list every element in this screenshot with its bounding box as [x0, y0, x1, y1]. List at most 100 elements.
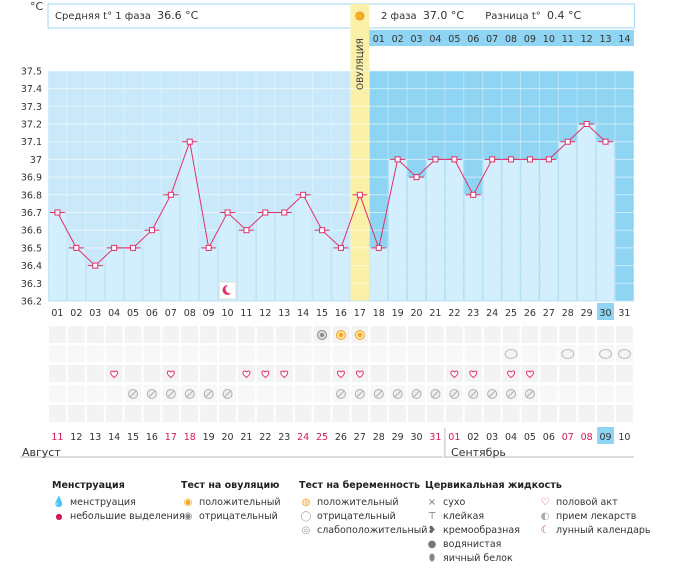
- symbol-cell: [200, 345, 218, 362]
- cycle-day-number: 18: [373, 308, 385, 319]
- symbol-cell: [124, 345, 142, 362]
- temperature-bar: [237, 229, 256, 302]
- y-tick-label: 37: [30, 155, 42, 166]
- calendar-date: 30: [411, 432, 423, 443]
- symbol-cell: [578, 405, 596, 422]
- calendar-date: 06: [543, 432, 555, 443]
- symbol-cell: [86, 345, 104, 362]
- diff-label: Разница t°: [485, 11, 541, 22]
- temperature-point: [167, 191, 174, 198]
- symbol-cell: [370, 326, 388, 343]
- heart-icon: [450, 370, 459, 379]
- heart-icon: [242, 370, 251, 379]
- symbol-cell: [238, 405, 255, 422]
- symbol-cell: [181, 365, 199, 382]
- symbol-cell: [124, 326, 142, 343]
- symbol-cell: [105, 385, 123, 402]
- heart-icon: ♡: [540, 497, 550, 508]
- cycle-day-number: 13: [278, 308, 290, 319]
- symbol-cell: [540, 385, 558, 402]
- pill-stripe: [450, 390, 458, 398]
- cycle-day-number: 04: [108, 308, 120, 319]
- symbol-cell: [502, 326, 520, 343]
- symbol-cell: [559, 365, 577, 382]
- y-tick-label: 37.2: [21, 120, 42, 131]
- pill-stripe: [205, 390, 213, 398]
- pill-stripe: [469, 390, 477, 398]
- symbol-cell: [483, 345, 501, 362]
- phase2-label: 2 фаза: [381, 11, 417, 22]
- symbol-cell: [616, 326, 633, 343]
- phase1-summary: Средняя t° 1 фаза 36.6 °C: [55, 9, 198, 22]
- symbol-cell: [294, 326, 312, 343]
- ovulation-label: ОВУЛЯЦИЯ: [356, 38, 366, 90]
- symbol-cell: [67, 326, 85, 343]
- phase2-day-number: 09: [524, 34, 536, 45]
- heart-icon: [337, 370, 345, 379]
- y-tick-label: 36.5: [21, 243, 42, 254]
- heart-icon: [355, 370, 364, 379]
- legend-title-cervical: Цервикальная жидкость: [425, 480, 562, 491]
- legend-item: лунный календарь: [556, 525, 651, 536]
- ovulation-test-positive-dot: [338, 332, 344, 338]
- temperature-point: [375, 244, 382, 251]
- temperature-point: [92, 262, 99, 269]
- symbol-cell: [445, 326, 463, 343]
- phase2-day-band: [369, 30, 634, 46]
- legend-menstruation: Менструация 💧 менструация ● небольшие выде…: [52, 480, 185, 524]
- symbol-cell: [616, 365, 633, 382]
- small-drop-icon: ●: [55, 512, 63, 521]
- phase2-day-number: 10: [543, 34, 555, 45]
- calendar-date: 27: [354, 432, 366, 443]
- temperature-bar: [199, 247, 218, 302]
- symbol-cell: [219, 345, 236, 362]
- symbol-cell: [464, 345, 482, 362]
- symbol-cell: [86, 326, 104, 343]
- temperature-bar: [48, 212, 67, 302]
- legend-item: положительный: [317, 497, 399, 508]
- temperature-point: [508, 156, 515, 163]
- temperature-point: [262, 209, 269, 216]
- symbol-cell: [49, 365, 66, 382]
- month-start-label: Август: [22, 446, 61, 459]
- cycle-day-number: 23: [467, 308, 479, 319]
- symbol-cell: [370, 405, 388, 422]
- calendar-date: 24: [297, 432, 309, 443]
- cycle-day-number: 25: [505, 308, 517, 319]
- calendar-date: 07: [562, 432, 574, 443]
- temperature-bar: [463, 194, 483, 302]
- symbol-cell: [294, 385, 312, 402]
- legend-item: сухо: [443, 497, 466, 508]
- temperature-point: [356, 191, 363, 198]
- temperature-point: [186, 138, 193, 145]
- temperature-bar: [67, 247, 86, 302]
- pregnancy-positive-icon: ◍: [301, 497, 311, 508]
- symbol-cell: [238, 385, 255, 402]
- symbol-cell: [578, 365, 596, 382]
- legend-title-pregnancy: Тест на беременность: [299, 480, 420, 491]
- calendar-date: 21: [240, 432, 252, 443]
- symbol-cell: [256, 385, 274, 402]
- calendar-date: 20: [222, 432, 234, 443]
- ovulation-test-negative-dot: [320, 333, 325, 337]
- phase2-day-number: 02: [392, 34, 404, 45]
- bbt-chart: 36.2 36.3 36.4 36.5 36.6 36.7 36.8 36.9 37 37.1 37…: [20, 3, 635, 458]
- symbol-cell: [578, 326, 596, 343]
- cycle-day-number: 31: [618, 308, 630, 319]
- symbol-cell: [238, 326, 255, 343]
- symbol-cell: [219, 405, 236, 422]
- temperature-point: [205, 244, 212, 251]
- phase2-day-number: 14: [618, 34, 630, 45]
- symbol-cell: [521, 345, 539, 362]
- cycle-day-number: 06: [146, 308, 158, 319]
- temperature-bar: [520, 159, 540, 302]
- symbol-cell: [67, 345, 85, 362]
- calendar-date: 29: [392, 432, 404, 443]
- cycle-day-number: 01: [51, 308, 63, 319]
- legend-cervical-fluid: Цервикальная жидкость × сухо ⊤ клейкая ❥ кр…: [425, 480, 562, 566]
- pregnancy-test-icon: [599, 349, 613, 359]
- symbol-cell: [578, 385, 596, 402]
- symbol-cell: [408, 365, 425, 382]
- temperature-bar: [180, 141, 200, 302]
- symbol-cell: [105, 345, 123, 362]
